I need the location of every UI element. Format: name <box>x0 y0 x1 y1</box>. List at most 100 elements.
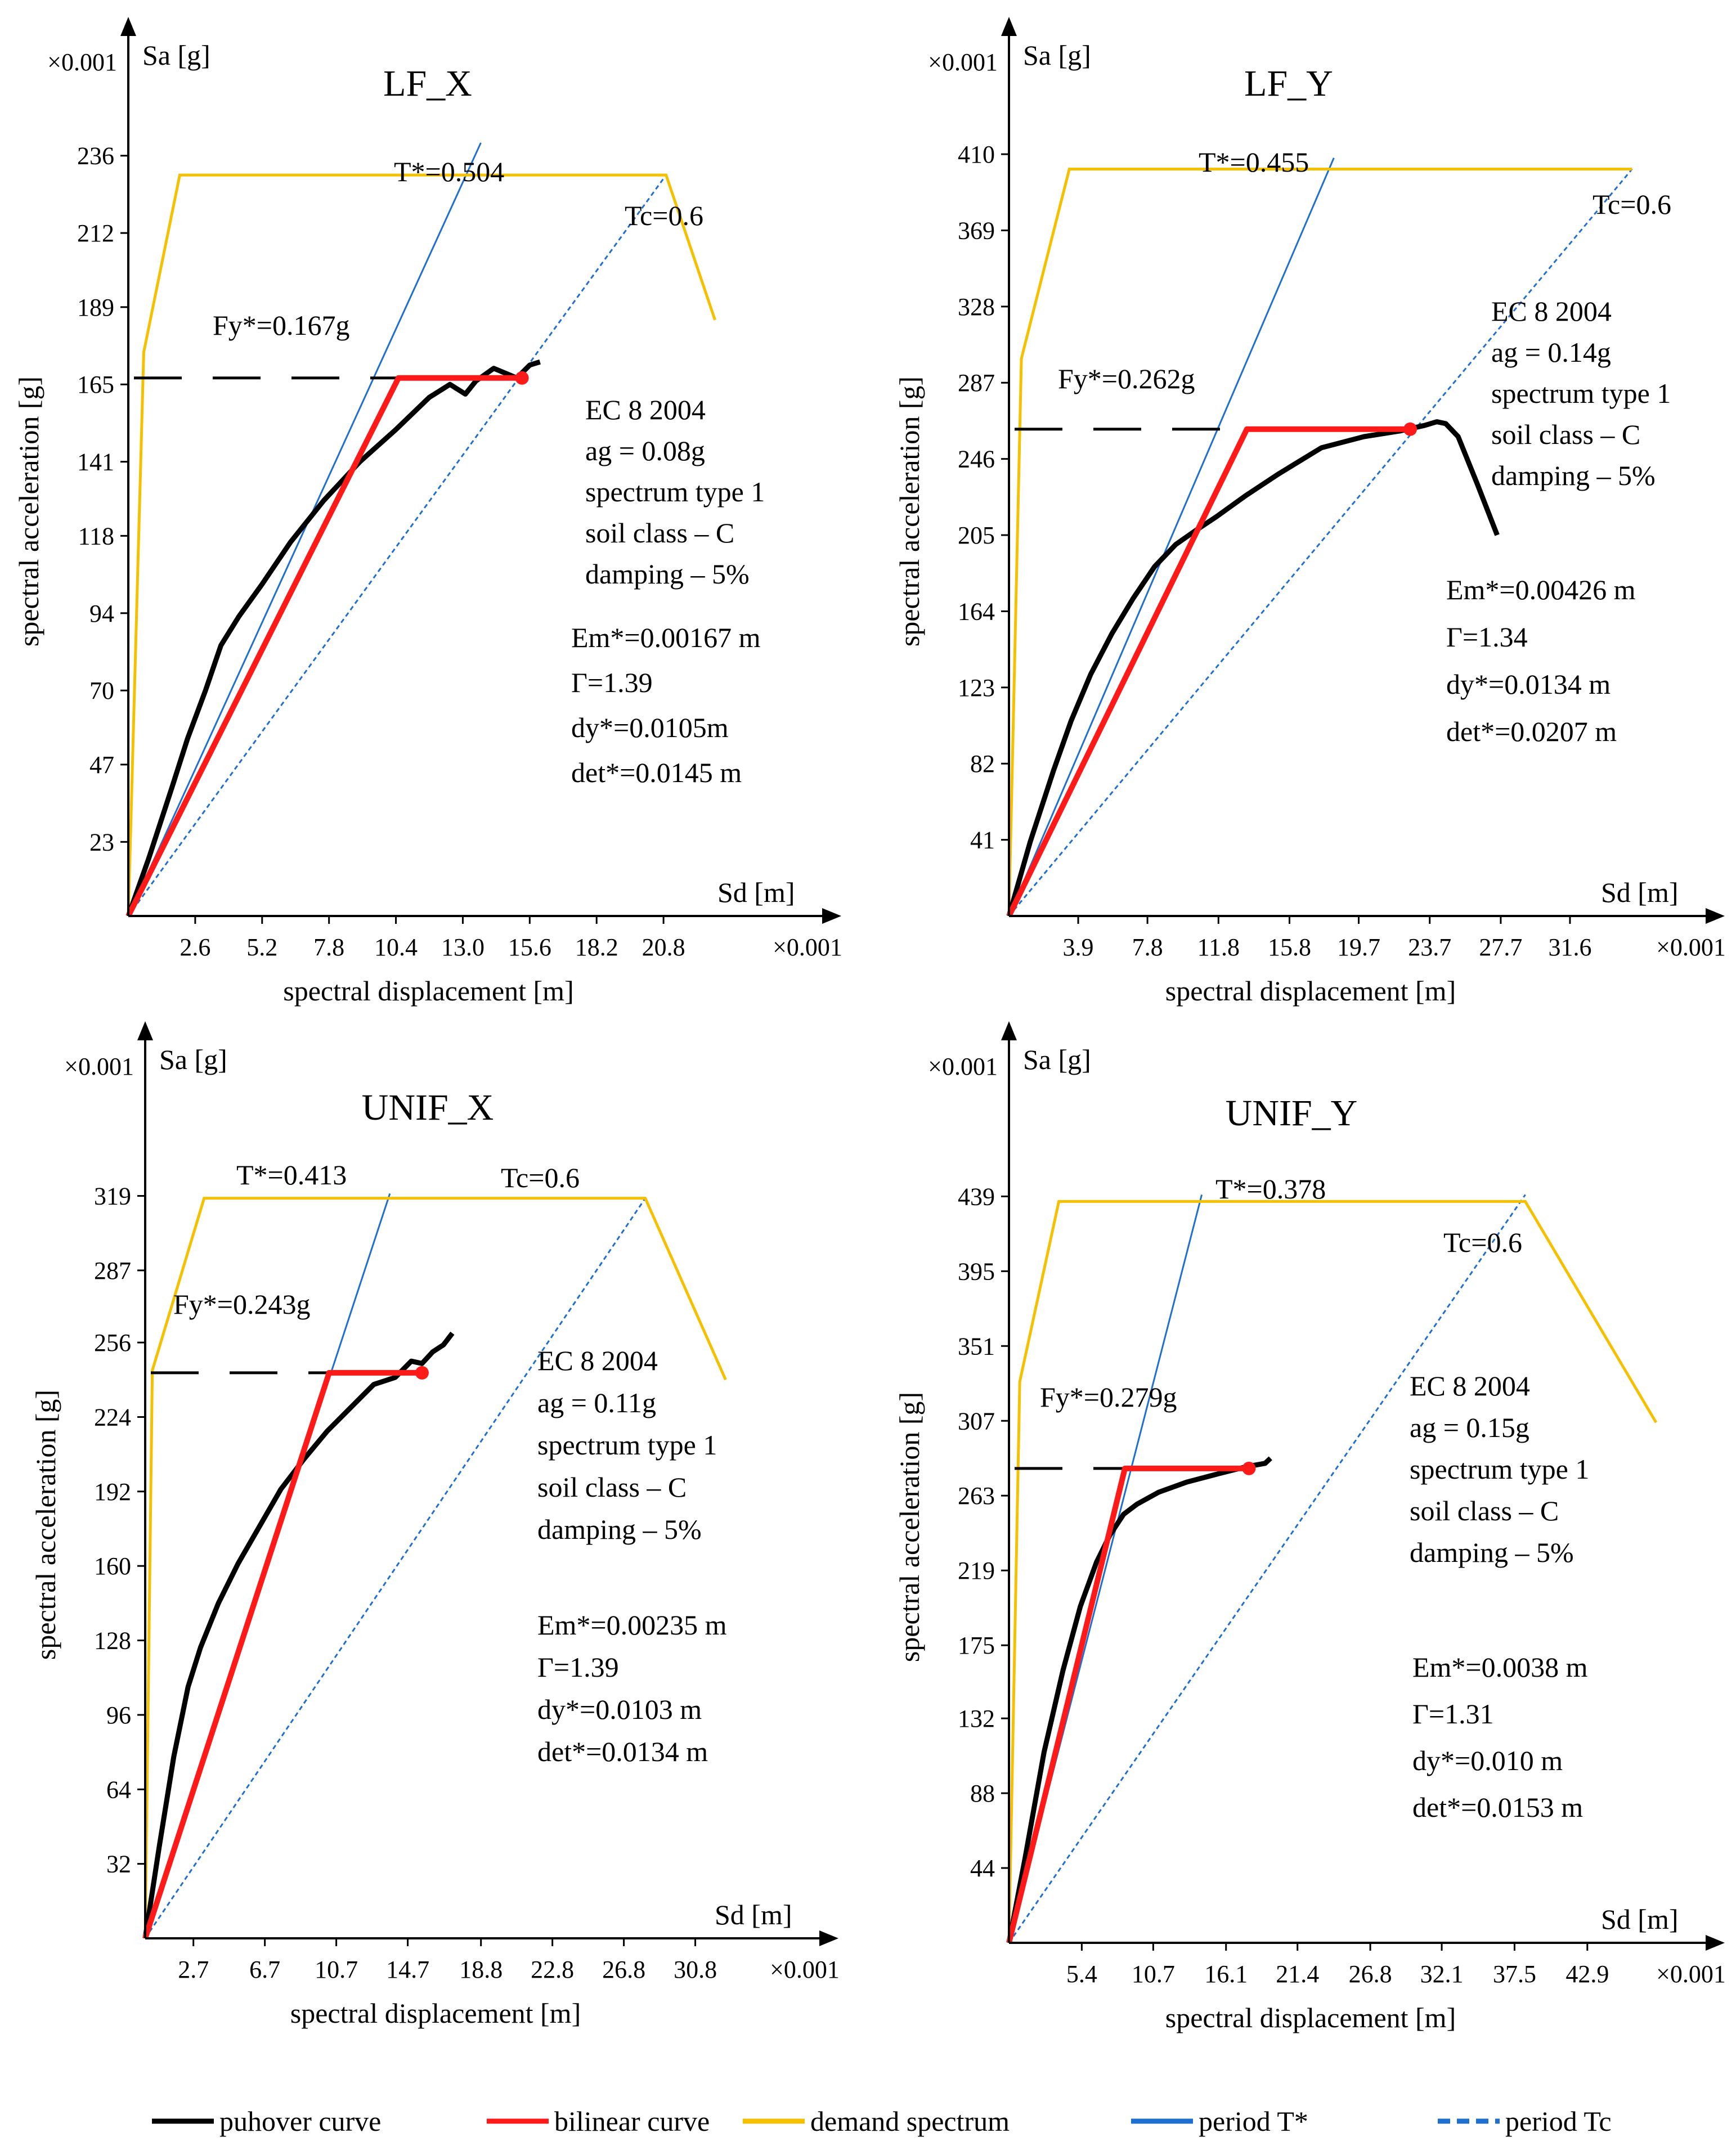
result-line: Γ=1.31 <box>1412 1698 1494 1730</box>
y-tick-label: 212 <box>77 219 114 247</box>
x-axis-symbol: Sd [m] <box>717 877 795 908</box>
period-tc-line <box>127 174 667 917</box>
y-axis-title: spectral acceleration [g] <box>894 376 925 646</box>
spectrum-info-line: EC 8 2004 <box>1410 1370 1530 1402</box>
result-line: det*=0.0207 m <box>1446 716 1617 747</box>
result-line: Γ=1.34 <box>1446 621 1528 653</box>
y-tick-label: 44 <box>970 1854 995 1882</box>
x-axis-symbol: Sd [m] <box>715 1899 792 1930</box>
x-tick-label: 31.6 <box>1548 933 1591 961</box>
pushover-curve-line <box>142 1331 455 1939</box>
y-tick-label: 319 <box>94 1183 131 1210</box>
x-tick-label: 10.4 <box>374 933 418 961</box>
bilinear-end-point <box>415 1366 429 1380</box>
y-tick-label: 351 <box>958 1332 995 1360</box>
x-tick-label: 10.7 <box>1132 1960 1175 1988</box>
bilinear-curve-line <box>1006 426 1411 918</box>
bilinear-end-point <box>515 371 529 385</box>
result-line: Em*=0.00167 m <box>571 622 761 653</box>
x-tick-label: 21.4 <box>1276 1960 1319 1988</box>
tstar-label: T*=0.378 <box>1215 1173 1326 1205</box>
y-axis-title: spectral acceleration [g] <box>894 1392 925 1662</box>
x-tick-label: 7.8 <box>313 933 344 961</box>
y-tick-label: 128 <box>94 1627 131 1655</box>
x-tick-label: 37.5 <box>1493 1960 1536 1988</box>
x-tick-label: 7.8 <box>1132 933 1163 961</box>
y-tick-label: 395 <box>958 1258 995 1285</box>
x-axis-symbol: Sd [m] <box>1601 877 1679 908</box>
x-tick-label: 26.8 <box>1349 1960 1392 1988</box>
period-tc-line <box>1008 1194 1526 1943</box>
x-tick-label: 5.4 <box>1066 1960 1097 1988</box>
y-tick-label: 141 <box>77 448 114 476</box>
period-tc-line <box>1008 168 1633 917</box>
x-tick-label: 18.8 <box>459 1956 503 1983</box>
x-axis-title: spectral displacement [m] <box>290 1997 581 2029</box>
pushover-curve-line <box>125 359 541 917</box>
y-tick-label: 123 <box>958 674 995 702</box>
spectrum-info-line: ag = 0.15g <box>1410 1412 1529 1443</box>
result-line: dy*=0.010 m <box>1412 1745 1563 1776</box>
result-line: Γ=1.39 <box>571 667 653 698</box>
legend-label-bilinear: bilinear curve <box>554 2105 710 2137</box>
spectrum-info-line: spectrum type 1 <box>1491 378 1671 409</box>
y-tick-label: 132 <box>958 1705 995 1732</box>
x-tick-label: 5.2 <box>246 933 277 961</box>
x-tick-label: 32.1 <box>1420 1960 1464 1988</box>
y-tick-label: 94 <box>89 600 114 627</box>
spectrum-info-line: ag = 0.11g <box>537 1387 656 1418</box>
y-axis-symbol: Sa [g] <box>1023 1044 1091 1075</box>
result-line: det*=0.0153 m <box>1412 1791 1583 1823</box>
fy-label: Fy*=0.262g <box>1058 363 1195 394</box>
spectrum-info-line: soil class – C <box>1491 419 1640 450</box>
y-axis-arrow <box>1001 17 1017 36</box>
spectrum-info-line: ag = 0.14g <box>1491 336 1611 368</box>
period-tstar-line <box>127 142 482 917</box>
fy-label: Fy*=0.243g <box>173 1288 311 1320</box>
x-tick-label: 2.6 <box>180 933 210 961</box>
x-tick-label: 15.6 <box>508 933 551 961</box>
y-axis-arrow <box>1001 1021 1017 1040</box>
y-multiplier-label: ×0.001 <box>47 48 117 76</box>
y-tick-label: 219 <box>958 1557 995 1584</box>
y-tick-label: 307 <box>958 1407 995 1435</box>
spectrum-info-line: damping – 5% <box>1410 1537 1574 1568</box>
result-line: Em*=0.0038 m <box>1412 1651 1588 1683</box>
result-line: Γ=1.39 <box>537 1651 619 1683</box>
y-tick-label: 328 <box>958 293 995 321</box>
x-tick-label: 13.0 <box>441 933 485 961</box>
legend-label-tstar: period T* <box>1199 2105 1308 2137</box>
x-axis-title: spectral displacement [m] <box>283 975 573 1007</box>
x-tick-label: 27.7 <box>1479 933 1522 961</box>
x-tick-label: 18.2 <box>575 933 618 961</box>
y-tick-label: 189 <box>77 294 114 321</box>
legend-label-tc: period Tc <box>1505 2105 1612 2137</box>
x-axis-arrow <box>1706 1935 1725 1951</box>
x-tick-label: 6.7 <box>249 1956 280 1983</box>
fy-label: Fy*=0.167g <box>213 309 350 341</box>
pushover-curve-line <box>1006 1456 1272 1943</box>
tstar-label: T*=0.504 <box>394 156 504 187</box>
bilinear-curve-line <box>1006 1465 1249 1944</box>
y-axis-arrow <box>120 17 136 36</box>
x-tick-label: 16.1 <box>1204 1960 1248 1988</box>
tstar-label: T*=0.455 <box>1199 146 1309 178</box>
bilinear-curve-line <box>142 1369 422 1939</box>
y-tick-label: 23 <box>89 828 114 856</box>
bilinear-curve-line <box>125 375 522 918</box>
spectrum-info-line: spectrum type 1 <box>1410 1453 1589 1485</box>
y-tick-label: 263 <box>958 1482 995 1510</box>
x-multiplier-label: ×0.001 <box>1656 1960 1726 1988</box>
spectrum-info-line: soil class – C <box>585 517 734 549</box>
x-axis-title: spectral displacement [m] <box>1165 975 1456 1007</box>
legend-label-demand: demand spectrum <box>810 2105 1010 2137</box>
x-axis-title: spectral displacement [m] <box>1165 2002 1456 2033</box>
spectrum-info-line: EC 8 2004 <box>1491 295 1612 327</box>
y-tick-label: 160 <box>94 1552 131 1580</box>
y-multiplier-label: ×0.001 <box>64 1053 134 1080</box>
result-line: dy*=0.0134 m <box>1446 668 1611 700</box>
demand-spectrum-line <box>1007 1200 1658 1943</box>
y-tick-label: 287 <box>958 369 995 397</box>
chart-title: LF_Y <box>1244 63 1333 104</box>
y-tick-label: 70 <box>89 677 114 704</box>
